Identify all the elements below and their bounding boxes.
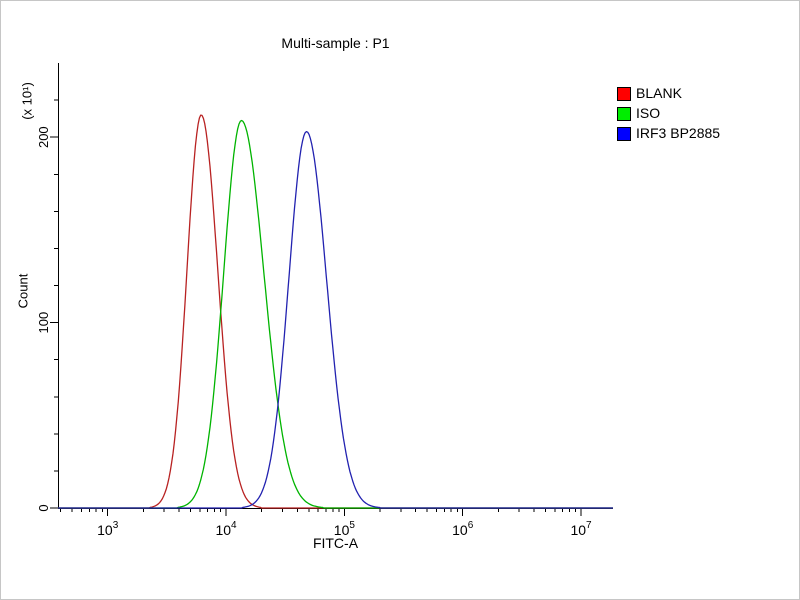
y-tick-label: 200 bbox=[36, 126, 51, 148]
x-tick-label: 104 bbox=[215, 520, 237, 538]
legend-item: ISO bbox=[617, 106, 720, 121]
legend: BLANK ISO IRF3 BP2885 bbox=[617, 86, 720, 141]
x-axis-title: FITC-A bbox=[312, 535, 359, 551]
legend-swatch-irf3-bp2885 bbox=[617, 126, 631, 141]
chart-title: Multi-sample : P1 bbox=[281, 35, 390, 51]
y-tick-label: 0 bbox=[36, 504, 51, 511]
y-tick-label: 100 bbox=[36, 312, 51, 334]
x-tick-label: 105 bbox=[334, 520, 356, 538]
legend-item: IRF3 BP2885 bbox=[617, 126, 720, 141]
legend-swatch-iso bbox=[617, 106, 631, 121]
curve-blank bbox=[58, 114, 613, 509]
x-tick-label: 106 bbox=[452, 520, 474, 538]
x-tick-label: 107 bbox=[570, 520, 592, 538]
legend-swatch-blank bbox=[617, 86, 631, 101]
curve-iso bbox=[58, 119, 613, 509]
legend-label-irf3-bp2885: IRF3 BP2885 bbox=[636, 125, 721, 141]
legend-label-blank: BLANK bbox=[636, 85, 682, 101]
curve-irf3-bp2885 bbox=[58, 130, 613, 509]
legend-item: BLANK bbox=[617, 86, 720, 101]
legend-label-iso: ISO bbox=[636, 105, 661, 121]
x-tick-label: 103 bbox=[97, 520, 119, 538]
